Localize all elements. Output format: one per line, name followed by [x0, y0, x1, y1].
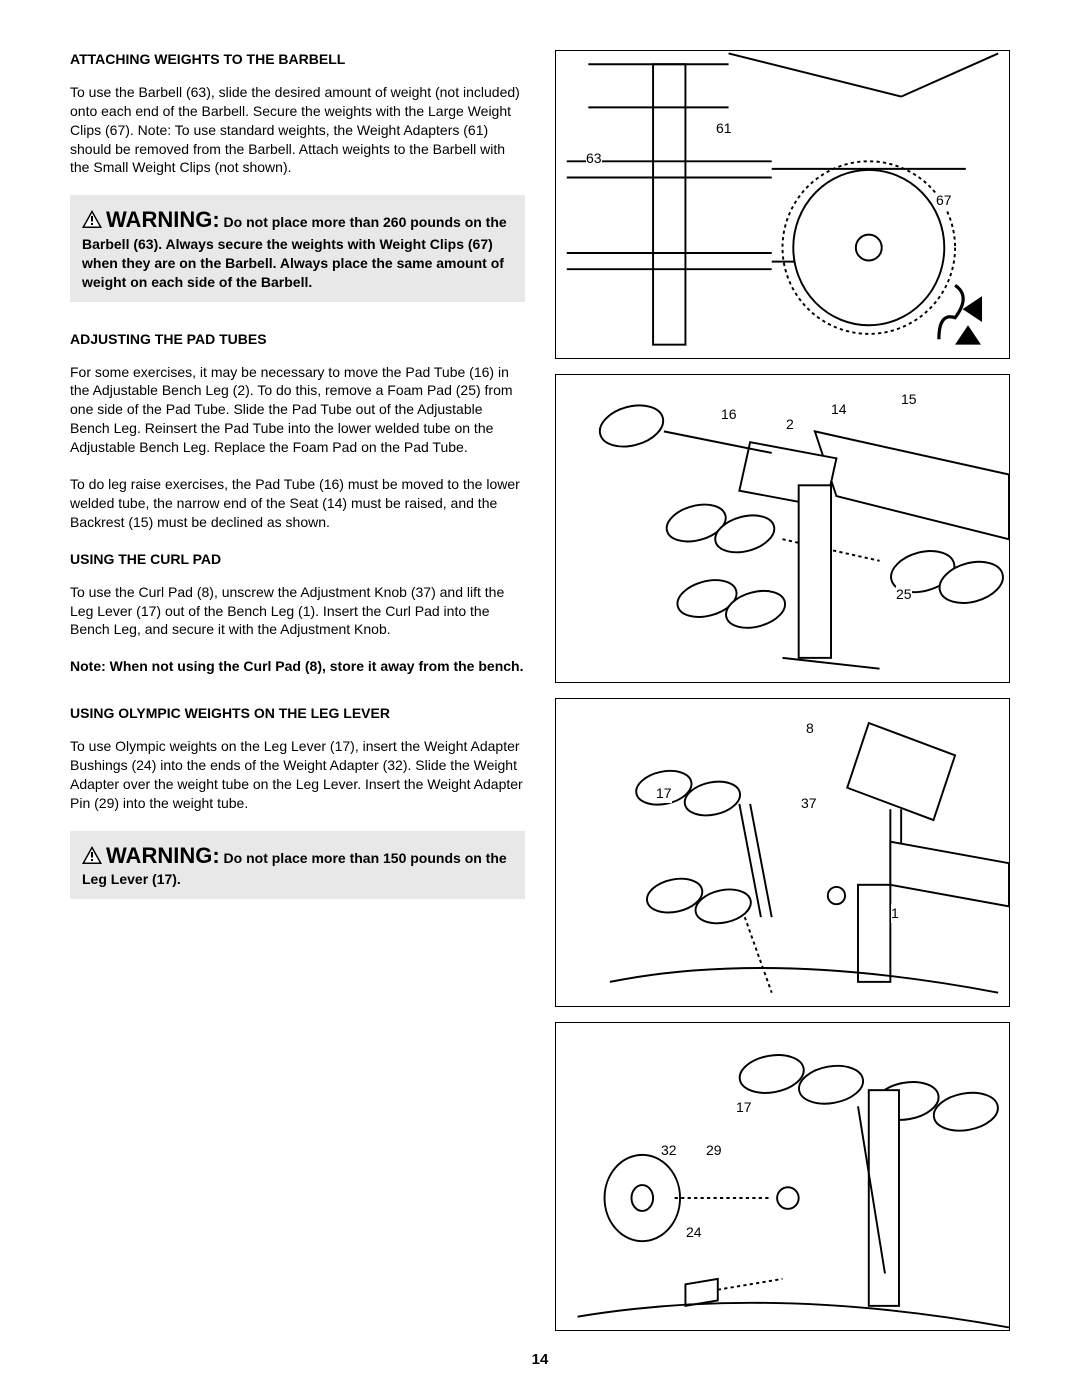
left-column: ATTACHING WEIGHTS TO THE BARBELL To use … — [70, 50, 525, 1330]
fig1-label-67: 67 — [936, 191, 952, 210]
section2-para2: To do leg raise exercises, the Pad Tube … — [70, 475, 525, 532]
fig1-label-63: 63 — [586, 149, 602, 168]
section3-heading: USING THE CURL PAD — [70, 550, 525, 569]
section1-heading: ATTACHING WEIGHTS TO THE BARBELL — [70, 50, 525, 69]
fig4-label-29: 29 — [706, 1141, 722, 1160]
figure-leg-lever: 17 32 29 24 — [555, 1022, 1010, 1331]
fig2-label-2: 2 — [786, 415, 794, 434]
section3-note: Note: When not using the Curl Pad (8), s… — [70, 657, 525, 676]
warning2-label: WARNING: — [106, 843, 220, 868]
warning-triangle-icon — [82, 846, 102, 869]
page-number: 14 — [70, 1350, 1010, 1370]
right-column: 61 63 67 — [555, 50, 1010, 1330]
section4-heading: USING OLYMPIC WEIGHTS ON THE LEG LEVER — [70, 704, 525, 723]
fig4-label-24: 24 — [686, 1223, 702, 1242]
warning-triangle-icon — [82, 210, 102, 233]
fig3-label-37: 37 — [801, 794, 817, 813]
leg-lever-diagram-svg — [556, 1023, 1009, 1330]
figure-pad-tubes: 15 14 16 2 25 — [555, 374, 1010, 683]
fig4-label-32: 32 — [661, 1141, 677, 1160]
figure-curl-pad: 8 17 37 1 — [555, 698, 1010, 1007]
fig2-label-15: 15 — [901, 390, 917, 409]
section2-para1: For some exercises, it may be necessary … — [70, 363, 525, 457]
fig3-label-1: 1 — [891, 904, 899, 923]
figure-barbell: 61 63 67 — [555, 50, 1010, 359]
fig4-label-17: 17 — [736, 1098, 752, 1117]
fig2-label-25: 25 — [896, 585, 912, 604]
pad-tubes-diagram-svg — [556, 375, 1009, 682]
fig1-label-61: 61 — [716, 119, 732, 138]
section4-para1: To use Olympic weights on the Leg Lever … — [70, 737, 525, 813]
warning-box-1: WARNING: Do not place more than 260 poun… — [70, 195, 525, 301]
fig2-label-14: 14 — [831, 400, 847, 419]
warning-box-2: WARNING: Do not place more than 150 poun… — [70, 831, 525, 900]
page-content: ATTACHING WEIGHTS TO THE BARBELL To use … — [70, 50, 1010, 1330]
section3-para1: To use the Curl Pad (8), unscrew the Adj… — [70, 583, 525, 640]
section2-heading: ADJUSTING THE PAD TUBES — [70, 330, 525, 349]
warning1-label: WARNING: — [106, 207, 220, 232]
section1-para1: To use the Barbell (63), slide the desir… — [70, 83, 525, 177]
fig3-label-17: 17 — [656, 784, 672, 803]
curl-pad-diagram-svg — [556, 699, 1009, 1006]
fig3-label-8: 8 — [806, 719, 814, 738]
fig2-label-16: 16 — [721, 405, 737, 424]
